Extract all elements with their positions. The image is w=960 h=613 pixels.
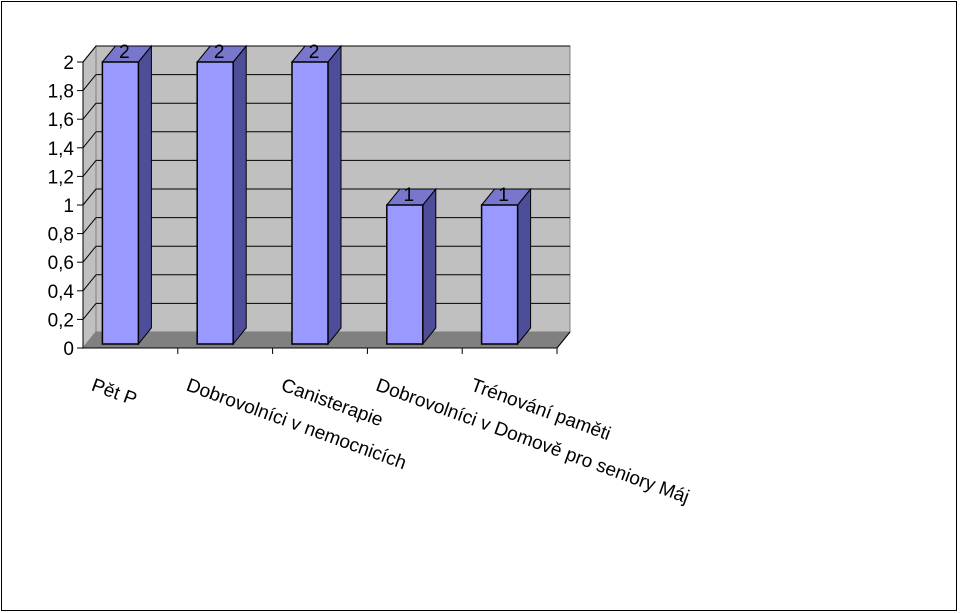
data-label: 1 — [498, 185, 509, 206]
gridline-side — [82, 245, 97, 263]
gridline-side — [82, 45, 97, 63]
data-label: 2 — [119, 42, 130, 63]
gridline-side — [82, 303, 97, 320]
y-tick-label: 0,2 — [48, 310, 74, 331]
gridline-side — [82, 102, 97, 120]
y-tick-label: 1 — [63, 196, 74, 217]
y-tick-label: 0 — [63, 339, 74, 360]
data-label: 2 — [309, 42, 320, 63]
y-tick-label: 0,8 — [48, 225, 74, 246]
y-axis-tick-labels: 0 0,2 0,4 0,6 0,8 1 1,2 1,4 1,6 1,8 2 — [48, 53, 75, 360]
gridline-side — [82, 160, 97, 177]
data-label: 2 — [214, 42, 225, 63]
bar-side — [232, 44, 247, 346]
bar-side — [327, 44, 342, 346]
bar — [290, 44, 343, 346]
bar-front — [196, 61, 234, 345]
x-axis-tick-labels: Pět P Dobrovolníci v nemocnicíchCanistera… — [89, 375, 692, 508]
gridline-side — [82, 131, 97, 149]
y-tick-label: 0,6 — [48, 253, 74, 274]
bar-front — [480, 204, 519, 345]
data-label: 1 — [404, 185, 415, 206]
y-tick-label: 0,4 — [48, 282, 75, 303]
gridline-side — [82, 217, 97, 234]
y-tick-label: 1,6 — [48, 110, 74, 131]
y-tick-label: 1,2 — [48, 167, 74, 188]
bar-side — [137, 44, 152, 346]
bar — [480, 187, 532, 346]
bars — [101, 44, 532, 346]
bar-front — [291, 61, 329, 345]
bar — [196, 44, 248, 346]
y-tick-label: 1,8 — [48, 82, 74, 103]
bar-front — [386, 204, 424, 345]
y-tick-label: 1,4 — [48, 139, 75, 160]
category-label: Pět P — [89, 375, 140, 411]
y-tick-label: 2 — [63, 53, 74, 74]
gridline-side — [82, 74, 97, 91]
gridline-side — [82, 274, 97, 292]
axes — [77, 61, 571, 354]
bar-front — [101, 61, 140, 345]
bar — [385, 187, 437, 346]
bar — [101, 44, 153, 346]
bar-side — [517, 187, 532, 346]
x-axis-depth-line — [556, 331, 571, 349]
data-labels: 2 2 2 1 1 — [119, 42, 509, 206]
gridline-side — [82, 188, 97, 206]
bar-side — [422, 187, 437, 346]
